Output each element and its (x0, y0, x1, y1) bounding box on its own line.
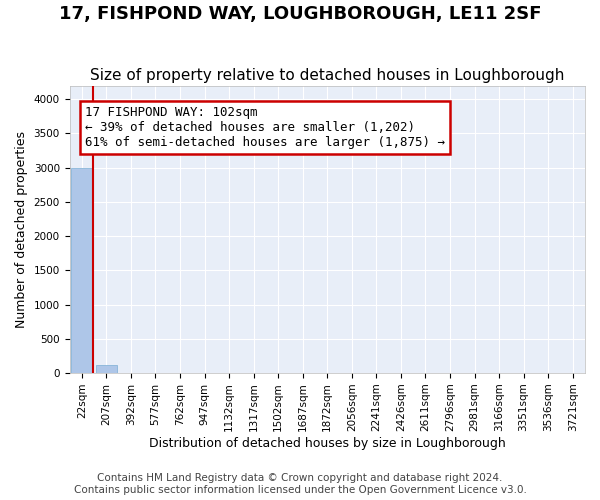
X-axis label: Distribution of detached houses by size in Loughborough: Distribution of detached houses by size … (149, 437, 506, 450)
Text: Contains HM Land Registry data © Crown copyright and database right 2024.
Contai: Contains HM Land Registry data © Crown c… (74, 474, 526, 495)
Y-axis label: Number of detached properties: Number of detached properties (15, 131, 28, 328)
Text: 17, FISHPOND WAY, LOUGHBOROUGH, LE11 2SF: 17, FISHPOND WAY, LOUGHBOROUGH, LE11 2SF (59, 5, 541, 23)
Title: Size of property relative to detached houses in Loughborough: Size of property relative to detached ho… (90, 68, 565, 83)
Text: 17 FISHPOND WAY: 102sqm
← 39% of detached houses are smaller (1,202)
61% of semi: 17 FISHPOND WAY: 102sqm ← 39% of detache… (85, 106, 445, 148)
Bar (96, 366, 117, 373)
Bar (71, 168, 92, 373)
